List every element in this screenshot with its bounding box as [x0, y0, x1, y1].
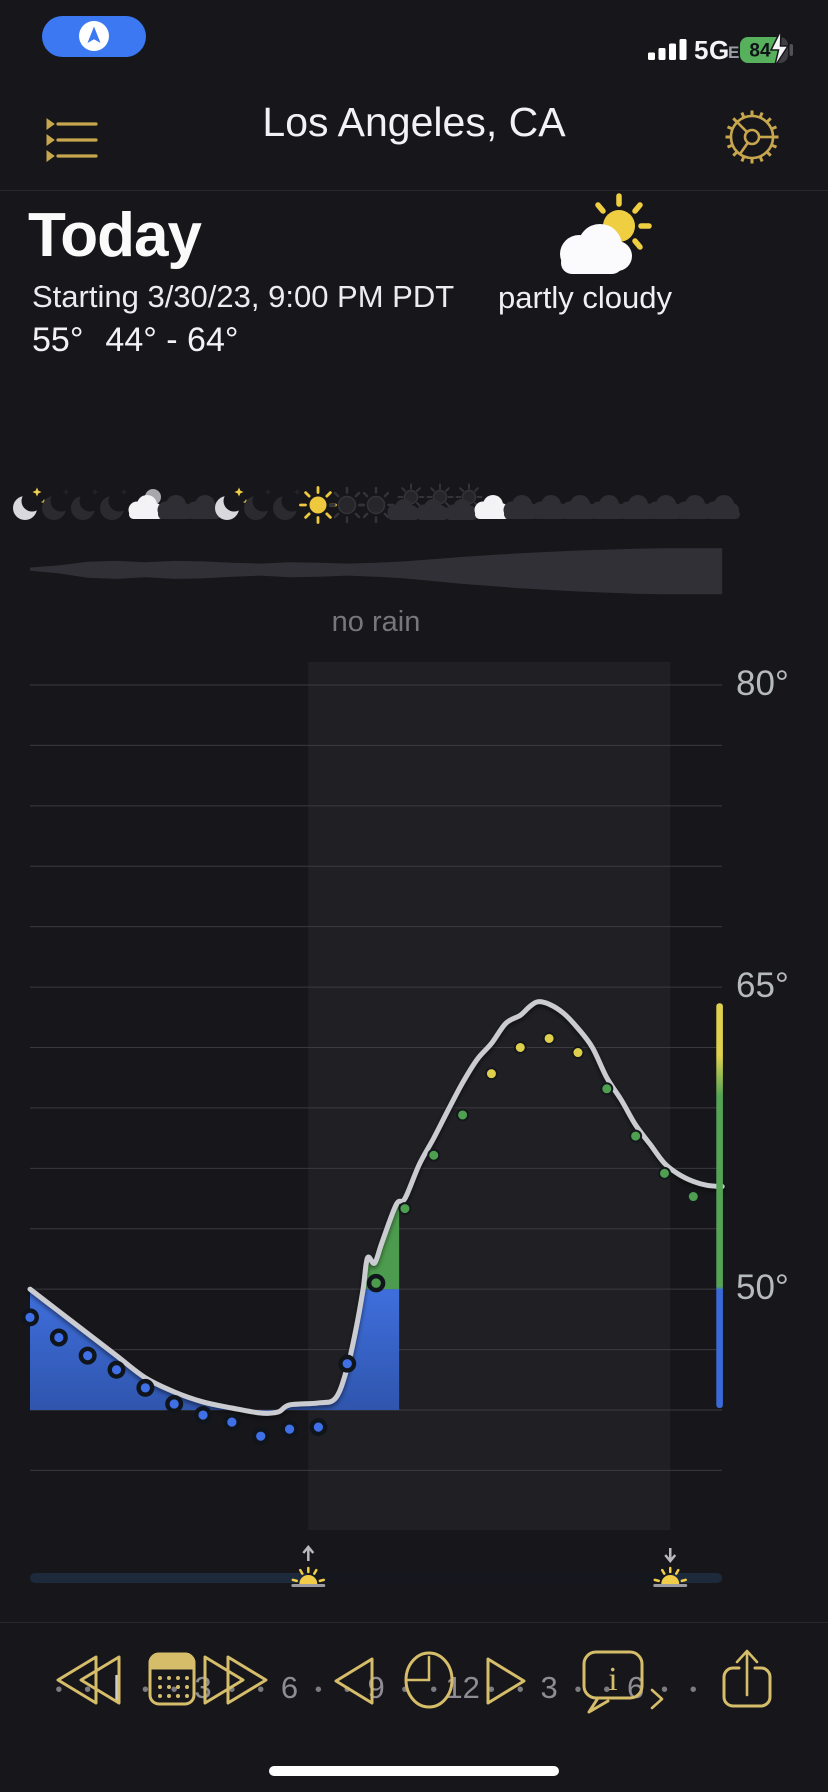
sparkle-moon-bright-icon [13, 487, 47, 520]
past-fill-blue [30, 1289, 400, 1414]
current-temp: 55° [32, 321, 84, 359]
cloud-dim-icon [157, 495, 193, 519]
time-jump-button[interactable] [404, 1651, 454, 1709]
sunrise-icon [291, 1545, 326, 1587]
navigation-arrow-icon [79, 21, 109, 51]
chevron-right-icon [650, 1688, 664, 1710]
time-tick: • [55, 1679, 63, 1701]
forecast-start-label: Starting 3/30/23, 9:00 PM PDT [32, 279, 455, 314]
time-tick: • [430, 1679, 438, 1701]
moon-dim-icon [70, 488, 101, 520]
time-tick: 6 [627, 1670, 645, 1705]
y-axis-label: 80° [736, 664, 789, 703]
hourly-icon-strip[interactable] [0, 481, 828, 529]
moon-dim-icon [99, 488, 130, 520]
cellular-signal-icon [648, 39, 687, 60]
fast-forward-button[interactable] [203, 1655, 268, 1705]
time-dial-button[interactable] [720, 104, 786, 170]
time-tick: • [141, 1679, 149, 1701]
cloud-dim-icon [532, 495, 568, 519]
y-axis-label: 65° [736, 966, 789, 1006]
network-sub-label: E [728, 43, 740, 62]
hourly-list-button[interactable] [30, 95, 100, 165]
time-tick: 3 [194, 1670, 212, 1705]
temperature-curve [27, 999, 725, 1416]
dot-green [686, 1190, 700, 1204]
dot-green [600, 1082, 614, 1096]
page-title: Los Angeles, CA [262, 99, 566, 145]
moon-cloud-bright-icon [128, 489, 164, 519]
time-tick: 3 [540, 1670, 558, 1705]
precip-label: no rain [331, 606, 421, 638]
step-forward-button[interactable] [486, 1657, 526, 1705]
low-high-range: 44° - 64° [105, 321, 239, 359]
dot-yellow [571, 1046, 585, 1060]
toolbar-divider [0, 1622, 828, 1623]
svg-text:i: i [608, 1661, 617, 1698]
moon-dim-icon [272, 488, 303, 520]
dot-yellow [513, 1041, 527, 1055]
battery-percent: 84 [749, 41, 771, 62]
dot-yellow [484, 1067, 498, 1081]
time-tick: • [603, 1679, 611, 1701]
current-temp-bar [716, 1003, 723, 1408]
time-tick: • [689, 1679, 697, 1701]
dot-green [398, 1202, 412, 1216]
cloud-dim-icon [647, 495, 683, 519]
condition-label: partly cloudy [497, 280, 672, 315]
header-divider [0, 190, 828, 191]
share-button[interactable] [722, 1649, 772, 1708]
dot-green [456, 1108, 470, 1122]
time-tick: • [516, 1679, 524, 1701]
sun-cloud-dim-icon [416, 483, 454, 520]
sunset-icon [653, 1548, 688, 1587]
wind-band [30, 548, 723, 595]
step-back-button[interactable] [334, 1657, 374, 1705]
dot-ring [366, 1273, 386, 1293]
time-tick: • [660, 1679, 668, 1701]
time-tick: • [257, 1679, 265, 1701]
night-segment [30, 1573, 309, 1583]
battery-charging-icon: 84 [740, 29, 793, 68]
cloud-dim-icon [676, 495, 712, 519]
day-heading: Today [28, 201, 202, 270]
time-tick: • [314, 1679, 322, 1701]
sparkle-moon-bright-icon [214, 487, 249, 520]
time-tick: • [228, 1679, 236, 1701]
cloud-dim-icon [186, 495, 222, 519]
sun-dim-icon [357, 486, 395, 524]
time-tick: | [112, 1671, 121, 1703]
calendar-button[interactable] [148, 1652, 196, 1706]
network-type-label: 5G [694, 35, 730, 65]
rewind-button[interactable] [56, 1655, 121, 1705]
home-indicator[interactable] [269, 1766, 559, 1776]
partly-cloudy-icon [560, 193, 652, 274]
time-tick: • [170, 1679, 178, 1701]
time-tick: • [401, 1679, 409, 1701]
dot-yellow [542, 1031, 556, 1045]
time-tick: • [487, 1679, 495, 1701]
dot-green [427, 1148, 441, 1162]
time-tick: • [343, 1679, 351, 1701]
sun-cloud-dim-icon [387, 483, 425, 520]
cloud-dim-icon [705, 495, 741, 519]
temperature-summary: 55° 44° - 64° [32, 321, 238, 360]
time-tick: • [84, 1679, 92, 1701]
playback-toolbar: i [56, 1649, 772, 1714]
y-axis-label: 50° [736, 1268, 789, 1308]
info-button[interactable]: i [582, 1650, 664, 1714]
dot-green [657, 1166, 671, 1180]
sun-dim-icon [329, 486, 366, 524]
moon-dim-icon [243, 488, 274, 520]
navigation-active-pill[interactable] [42, 16, 146, 57]
time-tick: 6 [280, 1670, 299, 1705]
dot-green [629, 1129, 643, 1143]
time-tick: • [574, 1679, 582, 1701]
sun-cloud-dim-icon [445, 483, 483, 520]
moon-dim-icon [41, 488, 72, 520]
